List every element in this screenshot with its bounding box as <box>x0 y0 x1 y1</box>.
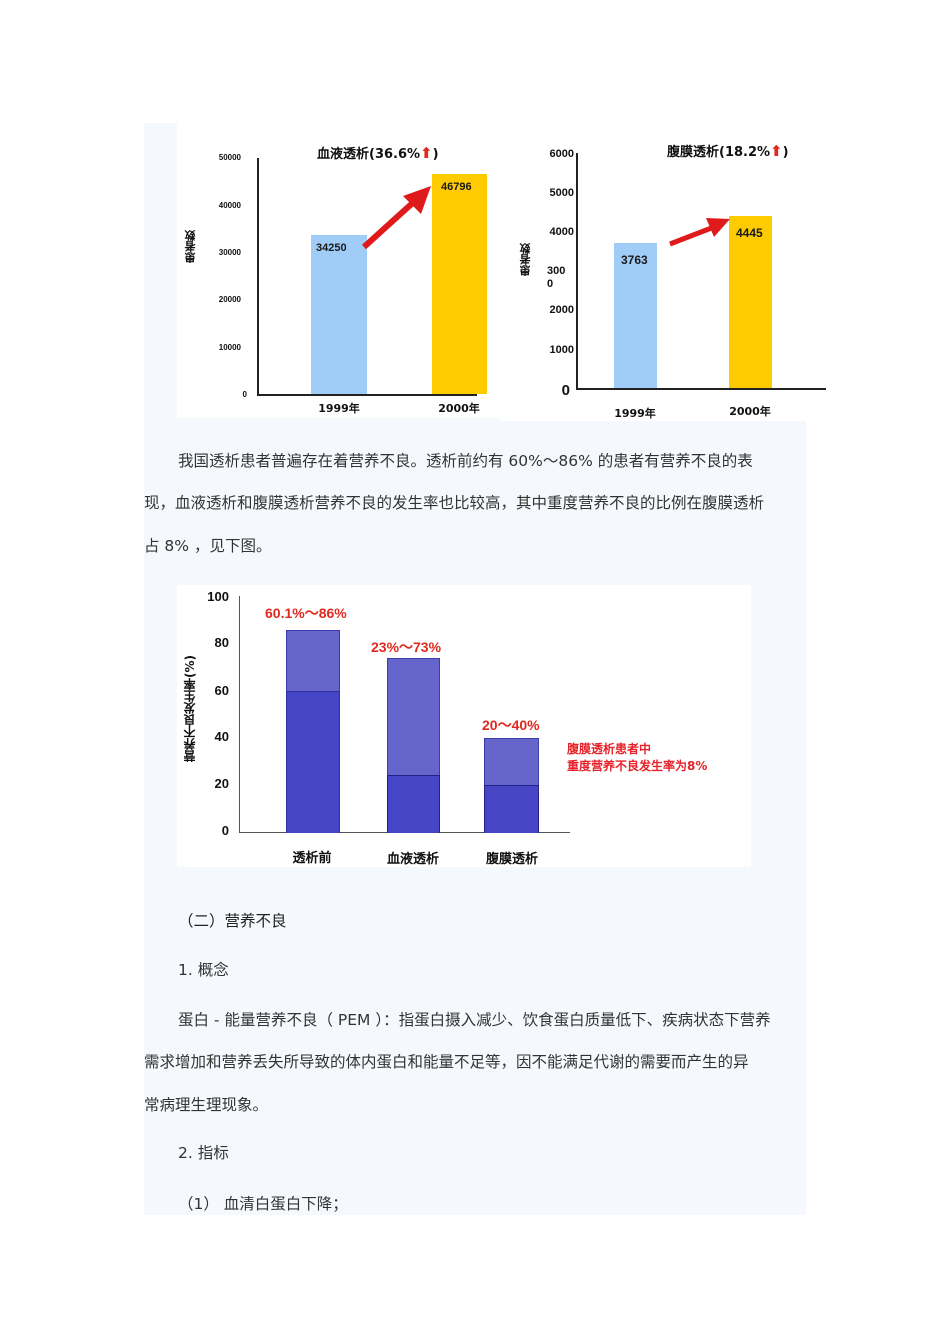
x-category-label: 2000年 <box>438 402 480 415</box>
y-axis-line <box>257 158 259 396</box>
list-item: （1） 血清白蛋白下降； <box>178 1195 348 1213</box>
paragraph-line: 现，血液透析和腹膜透析营养不良的发生率也比较高，其中重度营养不良的比例在腹膜透析 <box>144 494 765 512</box>
bar-range-upper <box>286 630 340 692</box>
x-category-label: 1999年 <box>614 407 656 420</box>
chart-title: 血液透析(36.6%⬆) <box>317 144 439 162</box>
bar-value-label: 3763 <box>621 253 648 267</box>
subsection-heading: 1. 概念 <box>178 961 229 979</box>
x-axis-line <box>576 388 826 390</box>
paragraph-line: 蛋白 - 能量营养不良（ PEM ）：指蛋白摄入减少、饮食蛋白质量低下、疾病状态… <box>178 1011 771 1029</box>
y-tick: 0 <box>221 823 229 838</box>
x-category-label: 2000年 <box>729 405 771 418</box>
chart-malnutrition-incidence: 营养不良发生率(%) 100 80 60 40 20 0 60.1%～86% 2… <box>177 585 751 867</box>
x-category-label: 1999年 <box>318 402 360 415</box>
y-tick: 300 0 <box>547 265 566 290</box>
paragraph-line: 我国透析患者普遍存在着营养不良。透析前约有 60%～86% 的患者有营养不良的表 <box>178 452 753 470</box>
bar-range-upper <box>387 658 440 776</box>
y-tick: 30000 <box>218 248 241 257</box>
increase-arrow-icon <box>361 186 431 250</box>
chart-peritoneal-dialysis: 腹膜透析(18.2%⬆) 患者数 6000 5000 4000 300 0 200… <box>500 123 826 421</box>
paragraph-line: 占 8% ，见下图。 <box>144 537 272 555</box>
bar-value-label: 4445 <box>736 226 763 240</box>
section-heading: （二）营养不良 <box>178 912 287 930</box>
x-category-label: 血液透析 <box>386 852 439 867</box>
increase-arrow-icon <box>669 218 730 247</box>
y-tick: 1000 <box>549 344 574 356</box>
bar-value-label: 34250 <box>316 242 347 254</box>
y-tick: 40 <box>214 729 229 744</box>
y-axis-title: 患者数 <box>519 243 532 276</box>
range-label: 23%～73% <box>371 639 442 655</box>
bar-value-label: 46796 <box>441 181 472 193</box>
y-tick: 2000 <box>549 304 574 316</box>
bar-2000 <box>729 216 772 388</box>
paragraph-line: 需求增加和营养丢失所导致的体内蛋白和能量不足等，因不能满足代谢的需要而产生的异 <box>144 1053 749 1071</box>
bar-range-lower <box>286 691 340 833</box>
y-axis-title: 营养不良发生率(%) <box>183 655 197 762</box>
bar-1999 <box>311 235 367 394</box>
y-tick: 20 <box>214 776 229 791</box>
y-tick: 40000 <box>218 201 241 210</box>
range-label: 20～40% <box>482 717 540 733</box>
y-tick: 50000 <box>218 153 241 162</box>
y-tick: 80 <box>214 635 229 650</box>
chart-annotation: 腹膜透析患者中 重度营养不良发生率为8% <box>567 741 707 775</box>
y-tick: 10000 <box>218 343 241 352</box>
y-tick: 0 <box>242 390 247 399</box>
chart-title: 腹膜透析(18.2%⬆) <box>667 142 789 160</box>
bar-2000 <box>432 174 487 394</box>
x-category-label: 腹膜透析 <box>485 852 538 867</box>
chart-hemodialysis: 血液透析(36.6%⬆) 患者数 50000 40000 30000 20000… <box>177 123 500 418</box>
bar-range-lower <box>387 775 440 833</box>
subsection-heading: 2. 指标 <box>178 1144 229 1162</box>
bar-1999 <box>614 243 657 388</box>
annotation-line: 重度营养不良发生率为8% <box>567 759 708 773</box>
annotation-line: 腹膜透析患者中 <box>567 742 652 756</box>
y-tick: 4000 <box>549 226 574 238</box>
bar-range-upper <box>484 738 539 786</box>
x-axis-line <box>257 394 477 396</box>
range-label: 60.1%～86% <box>265 605 347 621</box>
y-axis-line <box>576 153 578 390</box>
y-tick: 5000 <box>549 187 574 199</box>
y-tick: 20000 <box>218 295 241 304</box>
y-tick: 6000 <box>549 148 574 160</box>
paragraph-line: 常病理生理现象。 <box>144 1096 269 1114</box>
up-arrow-icon: ⬆ <box>420 144 433 162</box>
y-tick: 60 <box>214 683 229 698</box>
y-axis-title: 患者数 <box>184 230 197 263</box>
y-tick: 100 <box>207 589 229 604</box>
y-tick: 0 <box>561 382 570 399</box>
bar-range-lower <box>484 785 539 833</box>
up-arrow-icon: ⬆ <box>770 142 783 160</box>
y-axis-line <box>239 596 240 833</box>
x-category-label: 透析前 <box>292 851 332 866</box>
